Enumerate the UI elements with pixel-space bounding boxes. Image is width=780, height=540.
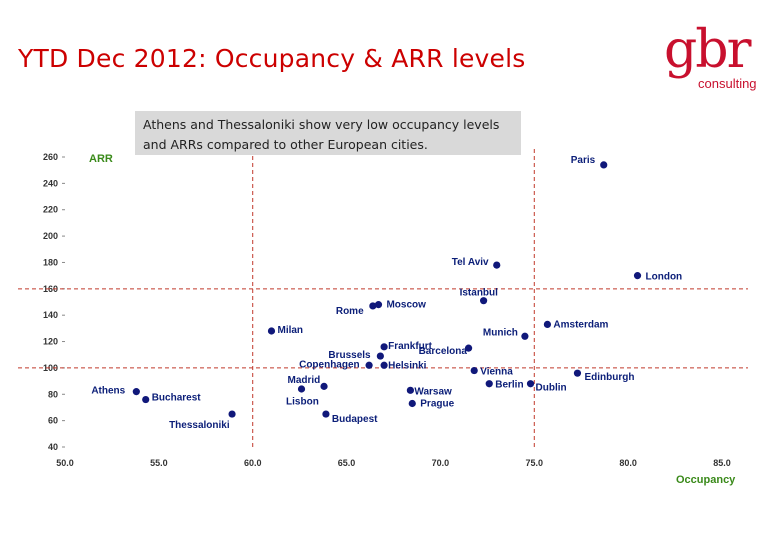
y-tick-label: 260 [43,152,58,162]
point-label-athens: Athens [91,386,125,397]
y-tick-label: 100 [43,363,58,373]
y-tick-label: 200 [43,231,58,241]
point-label-bucharest: Bucharest [152,393,202,404]
point-label-istanbul: Istanbul [460,288,499,299]
point-label-berlin: Berlin [495,380,523,391]
y-tick-label: 240 [43,178,58,188]
point-moscow [374,301,383,309]
point-label-munich: Munich [483,327,518,338]
x-tick-label: 75.0 [526,458,544,468]
annotation-box: Athens and Thessaloniki show very low oc… [135,111,521,155]
point-warsaw [406,386,414,394]
point-berlin [485,380,493,388]
point-bucharest [142,395,150,404]
point-label-rome: Rome [336,306,364,317]
point-label-paris: Paris [571,155,596,166]
point-copenhagen [365,361,373,369]
point-barcelona [464,344,473,352]
point-london [633,272,642,280]
point-budapest [322,410,330,418]
point-paris [600,161,608,169]
point-label-dublin: Dublin [536,383,567,394]
point-label-barcelona: Barcelona [419,346,468,357]
logo-mark: gbr [664,20,751,80]
point-edinburgh [573,369,582,377]
y-tick-label: 220 [43,205,58,215]
point-label-copenhagen: Copenhagen [299,359,360,370]
gbr-logo: gbr consulting [664,24,774,92]
y-axis-title: ARR [89,153,113,165]
y-tick-label: 120 [43,337,58,347]
point-athens [132,388,140,396]
y-tick-label: 140 [43,310,58,320]
point-istanbul [480,297,488,305]
point-madrid [297,385,306,393]
point-label-prague: Prague [420,399,454,410]
point-label-frankfurt: Frankfurt [388,341,433,352]
point-label-amsterdam: Amsterdam [553,319,608,330]
point-label-milan: Milan [277,325,303,336]
y-tick-label: 180 [43,257,58,267]
point-label-edinburgh: Edinburgh [584,372,634,383]
page-title: YTD Dec 2012: Occupancy & ARR levels [18,44,526,73]
point-prague [408,399,416,408]
y-tick-label: 40 [48,442,58,452]
x-tick-label: 55.0 [150,458,168,468]
point-amsterdam [543,320,552,329]
logo-subtitle: consulting [698,76,757,91]
x-tick-label: 70.0 [432,458,450,468]
point-lisbon [320,382,328,390]
point-tel-aviv [493,261,501,269]
point-label-budapest: Budapest [332,414,378,425]
point-vienna [470,366,478,375]
point-milan [267,327,276,335]
y-tick-label: 80 [48,389,58,399]
point-label-lisbon: Lisbon [286,396,319,407]
point-label-warsaw: Warsaw [414,386,452,397]
point-label-madrid: Madrid [288,375,321,386]
point-brussels [376,352,384,360]
point-helsinki [380,361,388,369]
point-label-tel-aviv: Tel Aviv [452,257,489,268]
point-label-vienna: Vienna [480,367,513,378]
point-munich [521,332,529,340]
point-thessaloniki [228,410,236,418]
x-tick-label: 65.0 [338,458,356,468]
x-tick-label: 85.0 [713,458,731,468]
point-label-london: London [646,272,683,283]
x-tick-label: 80.0 [619,458,637,468]
point-rome [369,302,377,310]
y-tick-label: 60 [48,416,58,426]
point-label-helsinki: Helsinki [388,360,427,371]
x-tick-label: 60.0 [244,458,262,468]
x-tick-label: 50.0 [56,458,74,468]
point-label-moscow: Moscow [386,300,426,311]
point-label-brussels: Brussels [328,350,371,361]
point-dublin [526,380,535,388]
y-tick-label: 160 [43,284,58,294]
point-label-thessaloniki: Thessaloniki [169,420,230,431]
point-frankfurt [380,343,388,351]
x-axis-title: Occupancy [676,474,736,486]
